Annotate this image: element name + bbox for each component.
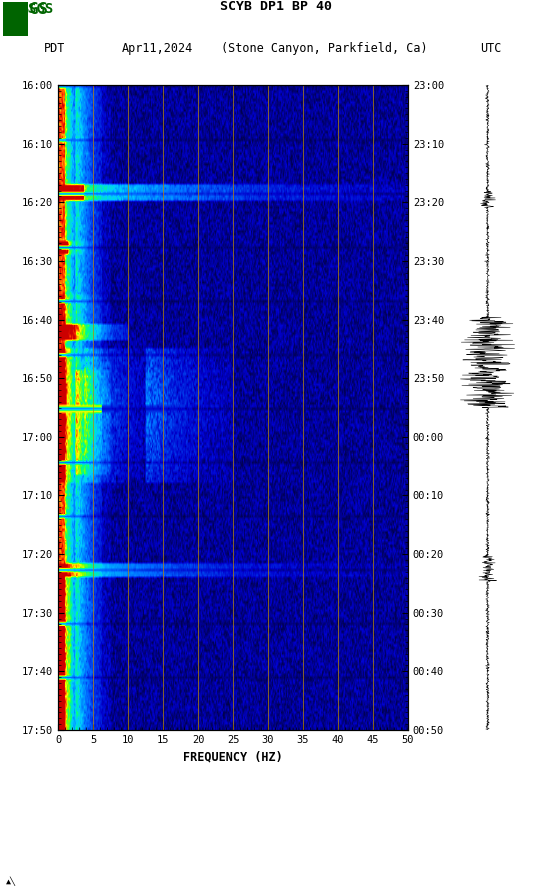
- X-axis label: FREQUENCY (HZ): FREQUENCY (HZ): [183, 750, 283, 764]
- Text: PDT: PDT: [44, 42, 66, 54]
- Text: USGS: USGS: [3, 3, 53, 16]
- Bar: [3, 3, 28, 36]
- Text: UTC: UTC: [480, 42, 502, 54]
- Text: ▲╲: ▲╲: [6, 877, 15, 886]
- Text: (Stone Canyon, Parkfield, Ca): (Stone Canyon, Parkfield, Ca): [221, 42, 427, 54]
- Text: →USGS: →USGS: [3, 3, 49, 17]
- Text: SCYB DP1 BP 40: SCYB DP1 BP 40: [220, 0, 332, 13]
- Text: Apr11,2024: Apr11,2024: [121, 42, 193, 54]
